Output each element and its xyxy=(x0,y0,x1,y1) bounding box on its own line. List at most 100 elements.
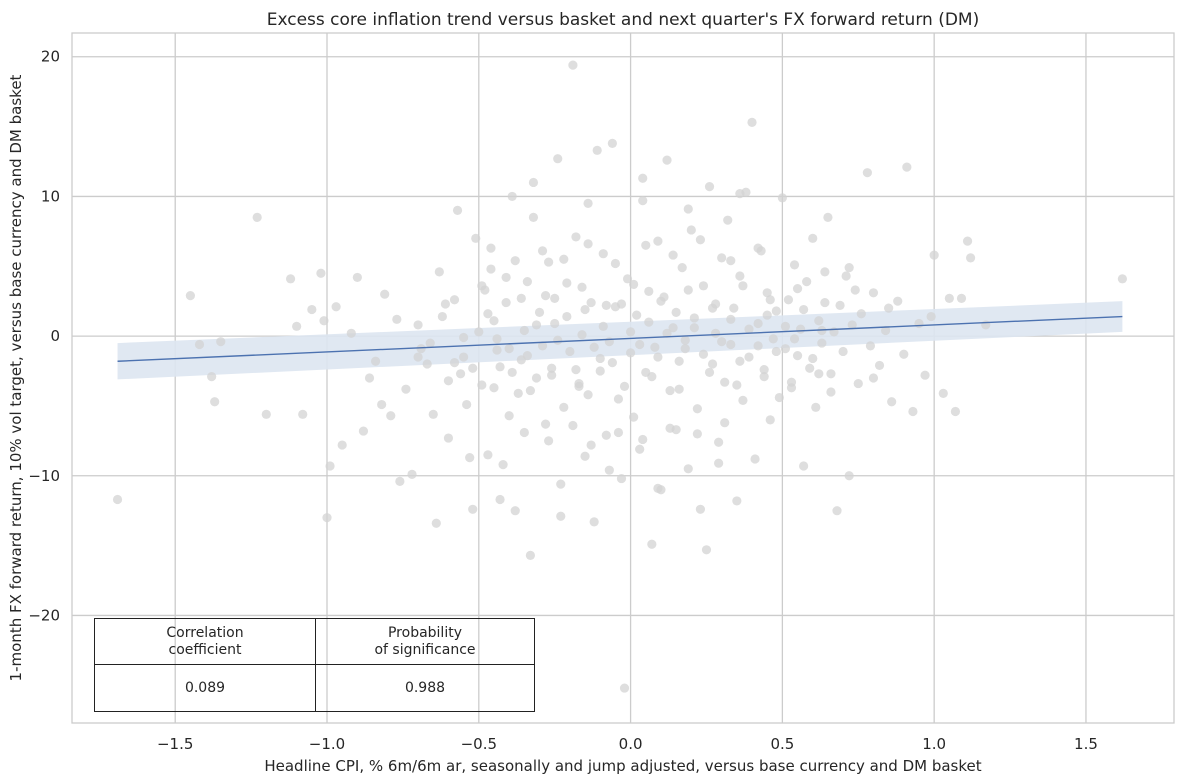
stats-header-significance: Probability of significance xyxy=(315,618,535,665)
scatter-point xyxy=(710,299,721,309)
scatter-point xyxy=(437,311,447,322)
scatter-point xyxy=(720,418,730,428)
scatter-point xyxy=(489,316,499,326)
scatter-point xyxy=(692,429,702,439)
scatter-point xyxy=(370,356,381,366)
scatter-point xyxy=(765,415,775,425)
scatter-point xyxy=(528,177,539,188)
scatter-point xyxy=(559,402,569,412)
scatter-point xyxy=(395,476,405,486)
scatter-point xyxy=(747,117,757,127)
scatter-point xyxy=(604,465,614,475)
scatter-point xyxy=(525,385,536,396)
scatter-point xyxy=(459,332,469,343)
scatter-point xyxy=(540,290,551,301)
scatter-point xyxy=(780,344,791,354)
scatter-point xyxy=(686,225,696,235)
scatter-point xyxy=(547,363,557,373)
scatter-point xyxy=(547,370,557,380)
scatter-point xyxy=(714,458,724,468)
stats-table-value-row: 0.089 0.988 xyxy=(94,664,535,712)
scatter-point xyxy=(862,168,872,178)
scatter-point xyxy=(550,293,560,303)
scatter-point xyxy=(668,250,678,260)
scatter-point xyxy=(753,341,763,351)
scatter-point xyxy=(641,240,651,250)
axis-ticks: −1.5 −1.0 −0.5 0.0 0.5 1.0 1.5 −20 −10 0 10 20 xyxy=(28,48,1098,753)
scatter-point xyxy=(765,295,775,305)
scatter-point xyxy=(674,356,684,366)
scatter-point xyxy=(868,373,879,383)
scatter-point xyxy=(407,469,417,479)
scatter-point xyxy=(823,212,833,222)
scatter-point xyxy=(701,545,712,555)
scatter-point xyxy=(738,395,748,405)
scatter-point xyxy=(544,436,554,446)
scatter-point xyxy=(537,341,548,351)
scatter-point xyxy=(486,264,496,274)
scatter-point xyxy=(644,317,654,327)
scatter-point xyxy=(844,263,854,273)
scatter-point xyxy=(714,437,724,447)
scatter-point xyxy=(625,348,636,358)
scatter-point xyxy=(489,383,499,393)
scatter-point xyxy=(610,258,621,269)
scatter-point xyxy=(680,335,690,345)
scatter-point xyxy=(944,293,954,303)
scatter-point xyxy=(726,339,736,350)
scatter-point xyxy=(486,243,496,253)
scatter-point xyxy=(346,328,356,338)
scatter-point xyxy=(607,358,617,368)
scatter-point xyxy=(738,281,748,291)
scatter-point xyxy=(689,323,699,333)
scatter-point xyxy=(495,362,505,372)
scatter-point xyxy=(1117,274,1127,284)
scatter-point xyxy=(717,337,727,347)
scatter-point xyxy=(483,309,493,319)
scatter-point xyxy=(474,327,484,337)
scatter-point xyxy=(732,380,742,390)
scatter-point xyxy=(537,246,548,256)
scatter-point xyxy=(729,303,739,313)
scatter-point xyxy=(926,311,936,322)
scatter-point xyxy=(325,461,335,471)
scatter-point xyxy=(616,299,627,309)
scatter-point xyxy=(805,363,815,373)
regression-line-group xyxy=(117,315,1123,362)
scatter-point xyxy=(735,356,745,366)
scatter-point xyxy=(358,426,369,436)
scatter-point xyxy=(459,352,469,362)
scatter-point xyxy=(422,359,432,369)
scatter-point xyxy=(908,406,918,417)
scatter-point xyxy=(443,376,454,386)
scatter-point xyxy=(841,271,851,281)
scatter-point xyxy=(616,473,627,484)
stats-table-header-row: Correlation coefficient Probability of s… xyxy=(94,618,535,665)
scatter-point xyxy=(689,313,699,323)
scatter-point xyxy=(377,399,387,410)
scatter-point xyxy=(820,267,830,277)
scatter-point xyxy=(352,272,362,283)
scatter-point xyxy=(683,285,693,295)
scatter-point xyxy=(319,316,329,326)
scatter-point xyxy=(492,345,502,355)
scatter-point xyxy=(808,233,818,243)
scatter-point xyxy=(668,323,678,333)
scatter-point xyxy=(210,397,220,407)
scatter-point xyxy=(780,321,791,331)
scatter-point xyxy=(504,344,514,354)
scatter-point xyxy=(571,232,581,242)
scatter-point xyxy=(792,351,803,361)
scatter-point xyxy=(613,394,624,404)
scatter-point xyxy=(717,253,727,263)
scatter-point xyxy=(455,369,466,379)
scatter-point xyxy=(562,311,572,322)
scatter-point xyxy=(619,683,630,693)
scatter-point xyxy=(635,444,645,454)
scatter-point xyxy=(522,277,532,287)
scatter-point xyxy=(613,427,624,438)
scatter-point xyxy=(632,310,642,320)
scatter-point xyxy=(495,494,505,505)
y-tick-label: 10 xyxy=(41,187,60,205)
scatter-point xyxy=(874,360,885,371)
